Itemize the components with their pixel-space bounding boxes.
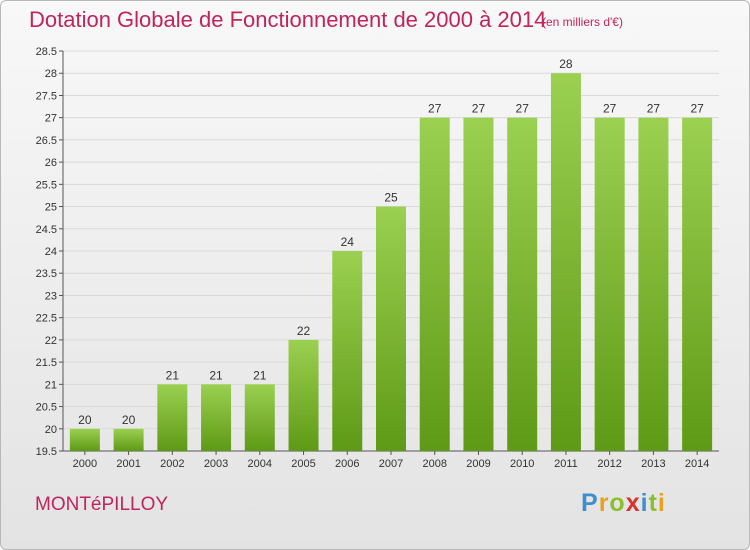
x-tick-label: 2003 [204,458,228,470]
y-tick-label: 22.5 [36,313,57,325]
x-tick-label: 2001 [116,458,140,470]
data-label: 27 [428,102,442,116]
x-tick-label: 2013 [641,458,665,470]
y-tick-label: 20.5 [36,402,57,414]
y-tick-label: 20 [45,424,57,436]
y-tick-label: 23.5 [36,268,57,280]
commune-name: MONTéPILLOY [35,494,169,515]
y-tick-label: 23 [45,290,57,302]
bar-2004 [244,384,275,451]
brand-letter: t [648,489,658,517]
data-label: 21 [209,368,223,382]
brand-letter: P [581,489,599,517]
y-tick-labels: 19.5 20 20.5 21 21.5 22 22.5 23 23.5 24 24.5 25 25.5… [36,46,57,458]
brand-letter: r [598,489,610,517]
bar-2003 [201,384,232,451]
data-labels: 20 20 21 21 21 22 24 25 27 27 27 28 27 27 27 [78,57,704,427]
brand-letter: o [609,489,626,517]
bar-2007 [376,206,406,451]
bar-2002 [157,384,188,451]
x-tick-label: 2008 [422,458,446,470]
data-label: 27 [516,102,530,116]
x-tick-labels: 2000 2001 2002 2003 2004 2005 2006 2007 2008 2009… [73,458,710,470]
y-tick-label: 22 [45,335,57,347]
y-tick-label: 27 [45,113,57,125]
x-tick-label: 2002 [160,458,184,470]
x-tick-label: 2005 [291,458,315,470]
bar-2013 [638,117,669,452]
bar-2008 [419,117,450,452]
bar-2005 [288,339,319,451]
bar-2011 [550,73,581,451]
data-label: 24 [341,235,355,249]
y-tick-label: 25 [45,202,57,214]
bar-2009 [463,117,494,452]
data-label: 27 [690,102,704,116]
y-tick-label: 26.5 [36,135,57,147]
bar-2014 [682,117,713,452]
data-label: 20 [78,413,92,427]
x-tick-label: 2000 [73,458,97,470]
x-tick-label: 2007 [379,458,403,470]
data-label: 21 [253,368,267,382]
data-label: 21 [166,368,180,382]
data-label: 27 [603,102,617,116]
data-label: 27 [647,102,661,116]
brand-letter: i [657,489,666,517]
data-label: 25 [384,191,398,205]
bar-2010 [507,117,538,452]
y-tick-label: 21 [45,379,57,391]
brand-letter: i [640,489,649,517]
x-tick-label: 2012 [597,458,621,470]
x-tick-label: 2004 [248,458,272,470]
y-tick-label: 24 [45,246,57,258]
x-tick-label: 2014 [685,458,709,470]
data-label: 28 [559,57,573,71]
y-tick-label: 28.5 [36,46,57,58]
data-label: 22 [297,324,311,338]
y-tick-label: 28 [45,68,57,80]
y-tick-label: 27.5 [36,90,57,102]
chart-title: Dotation Globale de Fonctionnement de 20… [29,7,547,32]
y-tick-label: 21.5 [36,357,57,369]
proxiti-logo: Proxiti [581,489,666,518]
y-tick-label: 19.5 [36,446,57,458]
y-tick-label: 24.5 [36,224,57,236]
brand-letter: x [625,489,641,517]
x-tick-label: 2010 [510,458,534,470]
chart-unit: (en milliers d'€) [542,15,623,29]
bar-2001 [113,428,144,451]
x-tick-label: 2011 [554,458,578,470]
x-tick-label: 2009 [466,458,490,470]
data-label: 27 [472,102,486,116]
y-tick-label: 26 [45,157,57,169]
bars [69,73,713,452]
data-label: 20 [122,413,136,427]
bar-2006 [332,251,363,451]
x-tick-label: 2006 [335,458,359,470]
bar-2000 [69,428,100,451]
y-tick-label: 25.5 [36,179,57,191]
bar-2012 [594,117,625,452]
